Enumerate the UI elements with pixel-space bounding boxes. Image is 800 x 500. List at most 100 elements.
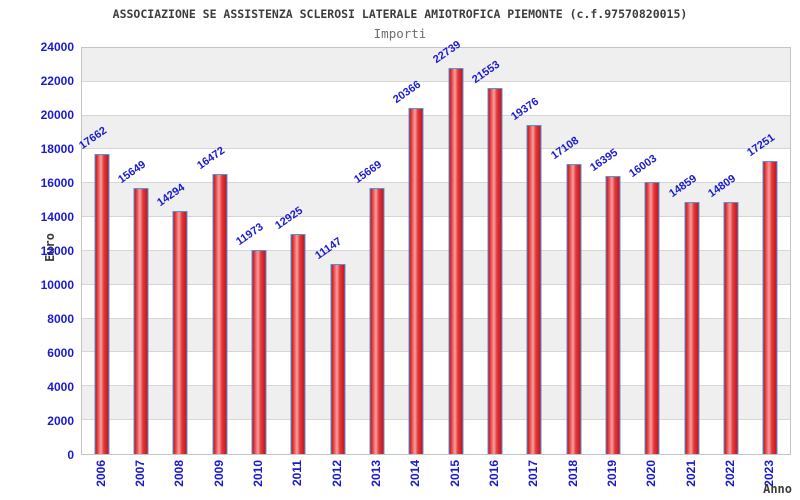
x-tick-2008: 2008: [172, 460, 187, 487]
x-tick-slot-2011: 2011: [278, 460, 317, 498]
bar-slot-2011: 12925: [273, 48, 318, 454]
y-tick-6000: 6000: [47, 346, 74, 360]
x-tick-2013: 2013: [368, 460, 383, 487]
grid-band: [82, 386, 790, 421]
y-tick-10000: 10000: [40, 278, 74, 292]
bar-slot-2019: 16395: [588, 48, 632, 454]
bar-slot-2007: 15649: [116, 48, 160, 454]
bar-value-2017: 19376: [509, 95, 542, 124]
grid-band: [82, 285, 790, 319]
grid-band: [82, 183, 790, 218]
x-tick-2020: 2020: [644, 460, 659, 487]
bar-2022: [723, 202, 739, 454]
x-tick-2014: 2014: [408, 460, 423, 487]
x-tick-slot-2017: 2017: [514, 460, 553, 498]
bar-2015: [448, 68, 464, 454]
bar-2020: [644, 182, 660, 454]
x-tick-2010: 2010: [250, 460, 265, 487]
y-tick-22000: 22000: [40, 74, 74, 88]
x-tick-2012: 2012: [329, 460, 344, 487]
x-tick-slot-2016: 2016: [474, 460, 513, 498]
bar-slot-2010: 11973: [234, 48, 278, 454]
bar-slot-2023: 17251: [745, 48, 790, 454]
grid-band: [82, 48, 790, 82]
x-tick-2021: 2021: [683, 460, 698, 487]
x-tick-2006: 2006: [93, 460, 108, 487]
bar-2019: [605, 175, 621, 454]
bar-value-2023: 17251: [745, 131, 778, 160]
x-tick-slot-2014: 2014: [396, 460, 435, 498]
bar-2014: [408, 108, 424, 454]
bar-series: 17662 15649 14294 16472 11973 12925 11147 15669…: [77, 39, 790, 454]
grid-bands: [82, 48, 790, 454]
x-tick-slot-2006: 2006: [81, 460, 120, 498]
chart-subtitle: Importi: [373, 26, 427, 41]
bar-slot-2009: 16472: [195, 48, 239, 454]
grid-band: [82, 352, 790, 387]
bar-slot-2021: 14859: [667, 48, 711, 454]
bar-slot-2013: 15669: [352, 48, 396, 454]
bar-2017: [526, 125, 542, 454]
grid-band: [82, 217, 790, 251]
y-axis-tick-labels: 24000 22000 20000 18000 16000 14000 12000 10000…: [0, 40, 74, 462]
bar-value-2011: 12925: [273, 204, 306, 233]
bar-slot-2022: 14809: [706, 48, 750, 454]
x-tick-slot-2015: 2015: [435, 460, 474, 498]
x-tick-slot-2022: 2022: [710, 460, 749, 498]
y-tick-24000: 24000: [40, 40, 74, 54]
x-tick-slot-2012: 2012: [317, 460, 356, 498]
bar-2021: [684, 201, 700, 454]
x-tick-slot-2018: 2018: [553, 460, 592, 498]
x-tick-2019: 2019: [604, 460, 619, 487]
bar-slot-2020: 16003: [627, 48, 672, 454]
x-tick-slot-2010: 2010: [238, 460, 277, 498]
x-tick-slot-2007: 2007: [120, 460, 159, 498]
grid-band: [82, 115, 790, 150]
bar-value-2013: 15669: [352, 158, 385, 186]
x-tick-2022: 2022: [722, 460, 737, 487]
bar-value-2012: 11147: [312, 235, 344, 263]
x-tick-slot-2008: 2008: [160, 460, 199, 498]
bar-slot-2014: 20366: [391, 48, 436, 454]
bar-value-2015: 22739: [430, 38, 463, 67]
bar-value-2020: 16003: [627, 152, 660, 181]
y-tick-16000: 16000: [40, 176, 74, 190]
y-tick-18000: 18000: [40, 142, 74, 156]
bar-value-2019: 16395: [588, 146, 620, 174]
y-tick-0: 0: [67, 448, 74, 462]
bar-value-2006: 17662: [76, 124, 109, 153]
x-tick-2011: 2011: [290, 460, 305, 487]
bar-2012: [330, 264, 346, 454]
bar-2018: [566, 163, 582, 454]
grid-band: [82, 250, 790, 285]
bar-value-2007: 15649: [116, 158, 149, 187]
chart-title: ASSOCIAZIONE SE ASSISTENZA SCLEROSI LATE…: [112, 7, 688, 21]
x-tick-slot-2013: 2013: [356, 460, 395, 498]
bar-2016: [487, 88, 503, 454]
bar-value-2008: 14294: [155, 181, 188, 210]
grid-band: [82, 149, 790, 184]
x-tick-2017: 2017: [526, 460, 541, 487]
y-tick-14000: 14000: [40, 210, 74, 224]
bar-2010: [251, 250, 267, 454]
bar-value-2010: 11973: [234, 221, 266, 249]
x-tick-2015: 2015: [447, 460, 462, 487]
plot-area: 17662 15649 14294 16472 11973 12925 11147 15669…: [77, 39, 791, 455]
x-tick-2007: 2007: [132, 460, 147, 487]
bar-2023: [762, 161, 778, 454]
bar-slot-2017: 19376: [509, 48, 554, 454]
grid-band: [82, 82, 790, 116]
y-tick-12000: 12000: [40, 244, 74, 258]
x-tick-slot-2019: 2019: [592, 460, 631, 498]
y-tick-2000: 2000: [47, 414, 74, 428]
y-tick-20000: 20000: [40, 108, 74, 122]
bar-2013: [369, 187, 385, 454]
bar-slot-2018: 17108: [549, 48, 593, 454]
x-tick-2018: 2018: [565, 460, 580, 487]
bar-slot-2015: 22739: [431, 39, 475, 454]
bar-slot-2008: 14294: [155, 48, 200, 454]
grid-band: [82, 318, 790, 353]
x-axis-tick-labels: 2006 2007 2008 2009 2010 2011 2012 2013 2014 2015…: [81, 460, 789, 498]
bar-2008: [172, 211, 188, 454]
